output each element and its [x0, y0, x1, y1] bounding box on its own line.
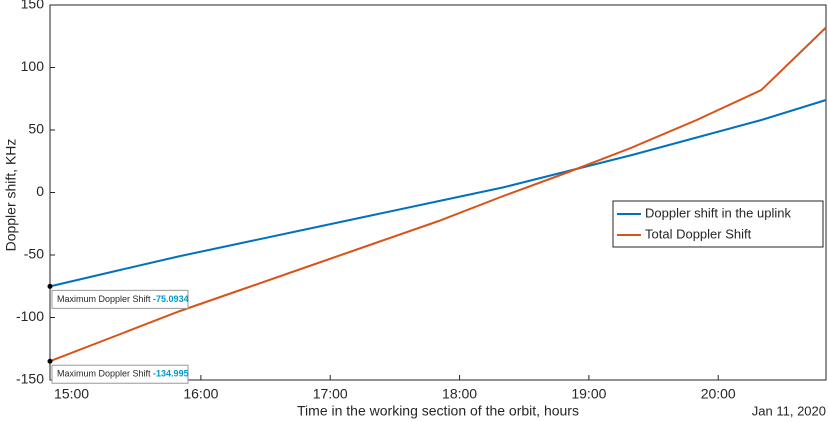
datatip-label: Maximum Doppler Shift	[57, 369, 151, 379]
y-axis-label: Doppler shift, KHz	[3, 139, 19, 252]
x-axis-label: Time in the working section of the orbit…	[297, 403, 579, 419]
legend-label: Total Doppler Shift	[645, 226, 752, 241]
y-tick-label: 50	[28, 121, 44, 137]
y-tick-label: 150	[21, 0, 45, 12]
datatip-marker	[47, 358, 53, 364]
plot-area	[49, 4, 827, 381]
date-label: Jan 11, 2020	[752, 403, 826, 418]
datatip-box	[51, 289, 189, 309]
x-tick-label: 16:00	[183, 386, 218, 402]
x-tick-label: 15:00	[54, 386, 89, 402]
datatip-text: Maximum Doppler Shift -75.0934	[57, 294, 189, 304]
datatip-value: -134.995	[153, 369, 189, 379]
legend-box	[612, 200, 824, 248]
datatip-marker	[47, 283, 53, 289]
datatip-label: Maximum Doppler Shift	[57, 294, 151, 304]
y-tick-label: 0	[36, 183, 44, 199]
legend: Doppler shift in the uplink Total Doppler…	[612, 200, 824, 248]
y-tick-label: -100	[16, 308, 44, 324]
y-tick-label: -50	[24, 246, 44, 262]
x-tick-label: 18:00	[442, 386, 477, 402]
data-line	[49, 26, 827, 363]
datatip-box	[51, 364, 189, 384]
legend-label: Doppler shift in the uplink	[645, 205, 791, 220]
data-line	[49, 99, 827, 288]
x-tick-label: 19:00	[571, 386, 606, 402]
x-tick-label: 20:00	[701, 386, 736, 402]
y-tick-label: -150	[16, 371, 44, 387]
datatip-value: -75.0934	[153, 294, 189, 304]
datatip-text: Maximum Doppler Shift -134.995	[57, 369, 189, 379]
x-tick-label: 17:00	[313, 386, 348, 402]
y-tick-label: 100	[21, 58, 45, 74]
